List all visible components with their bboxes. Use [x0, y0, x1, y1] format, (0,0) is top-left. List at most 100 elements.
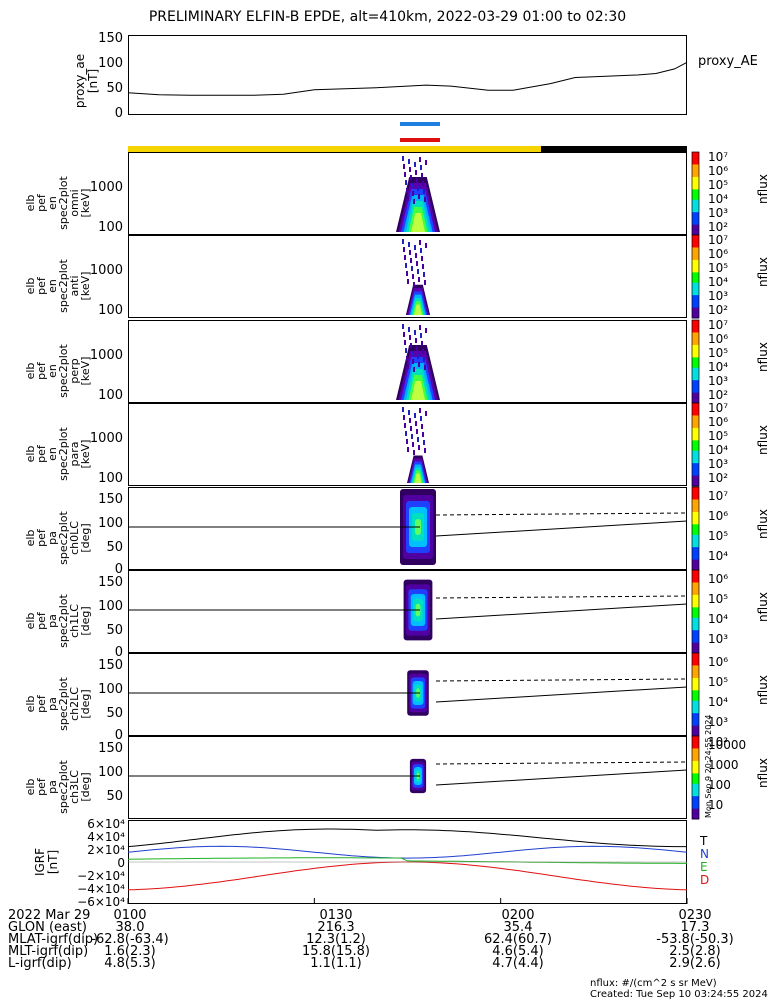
pa-ytick: 150	[98, 658, 123, 673]
pa-colorbar	[692, 694, 699, 698]
spectrogram-omni-speckle	[406, 188, 408, 193]
energy-ytick: 100	[98, 220, 123, 235]
energy-colorbar	[692, 154, 699, 157]
spectrogram-anti-speckle	[420, 248, 422, 253]
proxy-ytick: 50	[106, 81, 123, 96]
pa-colorbar	[692, 617, 699, 621]
spectrogram-anti-speckle	[404, 255, 406, 260]
energy-colorbar	[692, 438, 699, 441]
colorbar-tick: 10⁷	[708, 318, 729, 332]
pa-colorbar	[692, 706, 699, 710]
energy-colorbar	[692, 344, 699, 348]
pa-colorbar	[692, 555, 699, 559]
energy-colorbar	[692, 268, 699, 271]
spectrogram-anti-speckle	[412, 274, 414, 279]
energy-colorbar	[692, 299, 699, 302]
energy-colorbar	[692, 365, 699, 369]
spectrogram-omni-speckle	[407, 196, 409, 201]
colorbar-tick: 10000	[708, 738, 747, 752]
pa-colorbar	[692, 590, 699, 594]
spectrogram-perp-speckle	[411, 351, 413, 356]
colorbar-tick: 10⁴	[708, 612, 729, 626]
energy-colorbar	[692, 332, 699, 336]
colorbar-tick: 10⁵	[708, 592, 729, 606]
spectrogram-para-speckle	[410, 426, 412, 431]
pa-colorbar	[692, 684, 699, 687]
pa-colorbar	[692, 661, 699, 664]
pa-colorbar	[692, 669, 699, 673]
pa-colorbar	[692, 526, 699, 529]
proxy-ytick: 150	[98, 31, 123, 46]
spectrogram-omni-speckle	[403, 164, 405, 169]
pa-colorbar	[692, 493, 699, 496]
energy-colorbar	[692, 208, 699, 211]
spectrogram-anti-speckle	[416, 261, 418, 266]
energy-ytick: 1000	[89, 431, 123, 446]
energy-colorbar	[692, 403, 699, 406]
igrf-legend-item: T	[700, 834, 708, 848]
spectrogram-para-speckle	[422, 432, 424, 437]
energy-colorbar	[692, 307, 699, 311]
spectrogram-perp-speckle	[403, 332, 405, 337]
spectrogram-perp-speckle	[420, 333, 422, 338]
energy-colorbar	[692, 407, 699, 410]
spectrogram-para-speckle	[408, 410, 410, 415]
spectrogram-omni-speckle	[413, 199, 415, 204]
pa-colorbar	[692, 603, 699, 606]
pa-colorbar	[692, 601, 699, 604]
spectrogram-perp-speckle	[415, 338, 417, 343]
colorbar-tick: 10³	[708, 289, 729, 303]
energy-colorbar	[692, 400, 699, 404]
spectrogram-anti-speckle	[409, 250, 411, 255]
spectrogram-anti-speckle	[410, 258, 412, 263]
spectrogram-anti-speckle	[414, 245, 416, 250]
pa-colorbar	[692, 646, 699, 650]
footer-value: 17.3	[680, 920, 710, 935]
anti-loss-cone-line	[435, 761, 688, 765]
energy-colorbar	[692, 218, 699, 221]
igrf-total-line	[127, 828, 687, 848]
pa-colorbar	[692, 692, 699, 695]
energy-colorbar	[692, 286, 699, 290]
footer-row-label: MLT-igrf(dip)	[8, 944, 89, 959]
energy-colorbar-frame	[691, 234, 700, 319]
pa-colorbar	[692, 765, 699, 768]
igrf-ytick: 4×10⁴	[87, 830, 125, 844]
pa-colorbar	[692, 615, 699, 619]
pa-colorbar	[692, 773, 699, 776]
energy-colorbar	[692, 357, 699, 360]
pa-colorbar	[692, 769, 699, 772]
spectrogram-anti-speckle	[425, 243, 427, 248]
energy-colorbar	[692, 176, 699, 180]
colorbar-tick: 10⁷	[708, 233, 729, 247]
colorbar-tick: 10²	[708, 735, 729, 749]
spectrogram-anti-speckle	[405, 263, 407, 268]
energy-colorbar	[692, 417, 699, 421]
pa-colorbar	[692, 677, 699, 681]
spectrogram-omni-speckle	[422, 181, 424, 186]
spectrogram-anti-speckle	[421, 256, 423, 261]
energy-colorbar	[692, 386, 699, 389]
pa-colorbar	[692, 700, 699, 704]
pa-colorbar	[692, 543, 699, 546]
colorbar-tick: 10²	[708, 220, 729, 234]
colorbar-tick: 10	[708, 798, 724, 812]
pa-ytick: 50	[106, 706, 123, 721]
energy-colorbar	[692, 272, 699, 275]
pa-colorbar	[692, 509, 699, 513]
energy-colorbar	[692, 351, 699, 354]
energy-colorbar	[692, 432, 699, 435]
igrf-legend-item: D	[700, 873, 710, 887]
energy-colorbar	[692, 479, 699, 483]
igrf-ytick: −2×10⁴	[77, 869, 125, 883]
pa-ytick: 50	[106, 540, 123, 555]
anti-loss-cone-line	[435, 512, 688, 516]
pa-colorbar	[692, 758, 699, 762]
spectrogram-omni-speckle	[425, 160, 427, 165]
energy-colorbar	[692, 214, 699, 217]
energy-colorbar	[692, 334, 699, 338]
energy-colorbar	[692, 328, 699, 331]
footer-value: 2.5(2.8)	[669, 944, 721, 959]
energy-colorbar	[692, 473, 699, 477]
colorbar-tick: 10⁵	[708, 529, 729, 543]
